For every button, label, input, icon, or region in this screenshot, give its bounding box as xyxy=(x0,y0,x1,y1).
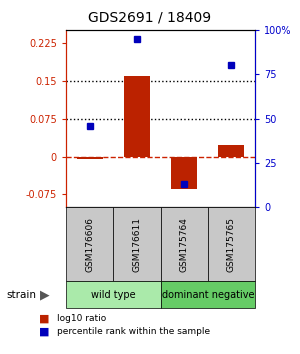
Bar xyxy=(218,145,244,156)
Text: log10 ratio: log10 ratio xyxy=(57,314,106,323)
Text: ▶: ▶ xyxy=(40,288,50,301)
Text: GSM175764: GSM175764 xyxy=(180,217,189,272)
Text: GSM175765: GSM175765 xyxy=(227,217,236,272)
Text: ■: ■ xyxy=(39,314,50,324)
Text: GDS2691 / 18409: GDS2691 / 18409 xyxy=(88,11,212,25)
Bar xyxy=(76,156,103,159)
Text: GSM176611: GSM176611 xyxy=(132,217,141,272)
Text: wild type: wild type xyxy=(91,290,136,300)
Text: ■: ■ xyxy=(39,327,50,337)
Bar xyxy=(171,156,197,189)
Text: dominant negative: dominant negative xyxy=(161,290,254,300)
Text: GSM176606: GSM176606 xyxy=(85,217,94,272)
Text: strain: strain xyxy=(6,290,36,300)
Bar xyxy=(124,76,150,156)
Text: percentile rank within the sample: percentile rank within the sample xyxy=(57,327,210,336)
